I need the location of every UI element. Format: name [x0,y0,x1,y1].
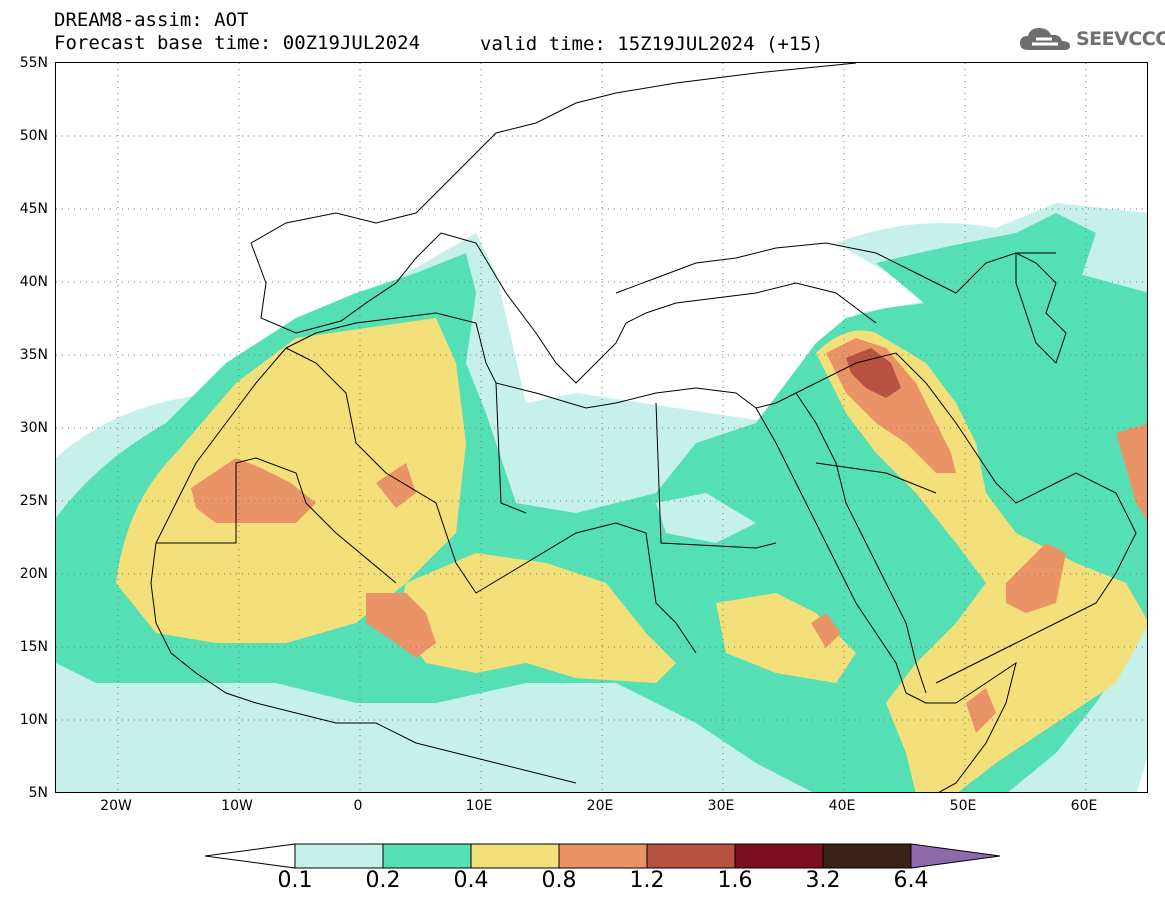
colorbar-cell [734,843,824,869]
lat-label: 15N [19,639,48,655]
logo-text: SEEVCCC [1076,28,1165,50]
lat-label: 30N [19,420,48,436]
aot-band-0.4 [116,318,1147,792]
colorbar-cell [558,843,648,869]
lat-label: 5N [28,785,48,801]
colorbar-label: 0.2 [365,868,401,893]
colorbar-cell [382,843,472,869]
lat-label: 50N [19,128,48,144]
colorbar-low-arrow [205,843,296,869]
aot-map [55,62,1148,793]
lon-label: 50E [949,798,977,814]
lon-label: 40E [828,798,856,814]
colorbar-cell [822,843,912,869]
colorbar-cell [294,843,384,869]
lon-label: 0 [353,798,363,814]
lon-label: 10W [221,798,253,814]
colorbar-label: 0.8 [541,868,577,893]
cloud-icon [1020,28,1070,50]
colorbar [205,843,1000,869]
lat-label: 45N [19,201,48,217]
colorbar-cell [470,843,560,869]
colorbar-label: 3.2 [805,868,841,893]
lat-label: 25N [19,493,48,509]
lon-label: 20E [586,798,614,814]
lat-label: 20N [19,566,48,582]
colorbar-high-arrow [910,843,1000,869]
aot-band-1.2 [846,348,901,398]
seevccc-logo: SEEVCCC [1018,22,1165,56]
lon-label: 30E [707,798,735,814]
lon-label: 10E [465,798,493,814]
lat-label: 10N [19,712,48,728]
colorbar-cell [646,843,736,869]
lat-label: 55N [19,55,48,71]
aot-field [56,63,1147,792]
colorbar-label: 1.2 [629,868,665,893]
lon-label: 60E [1070,798,1098,814]
base-time: Forecast base time: 00Z19JUL2024 [54,32,421,54]
lon-label: 20W [100,798,132,814]
lat-label: 35N [19,347,48,363]
graticule [56,63,1147,792]
lat-label: 40N [19,274,48,290]
colorbar-label: 1.6 [717,868,753,893]
coastlines [150,63,1137,792]
colorbar-label: 6.4 [893,868,929,893]
valid-time: valid time: 15Z19JUL2024 (+15) [480,33,824,55]
chart-title: DREAM8-assim: AOT [54,9,249,31]
colorbar-label: 0.1 [277,868,313,893]
colorbar-label: 0.4 [453,868,489,893]
